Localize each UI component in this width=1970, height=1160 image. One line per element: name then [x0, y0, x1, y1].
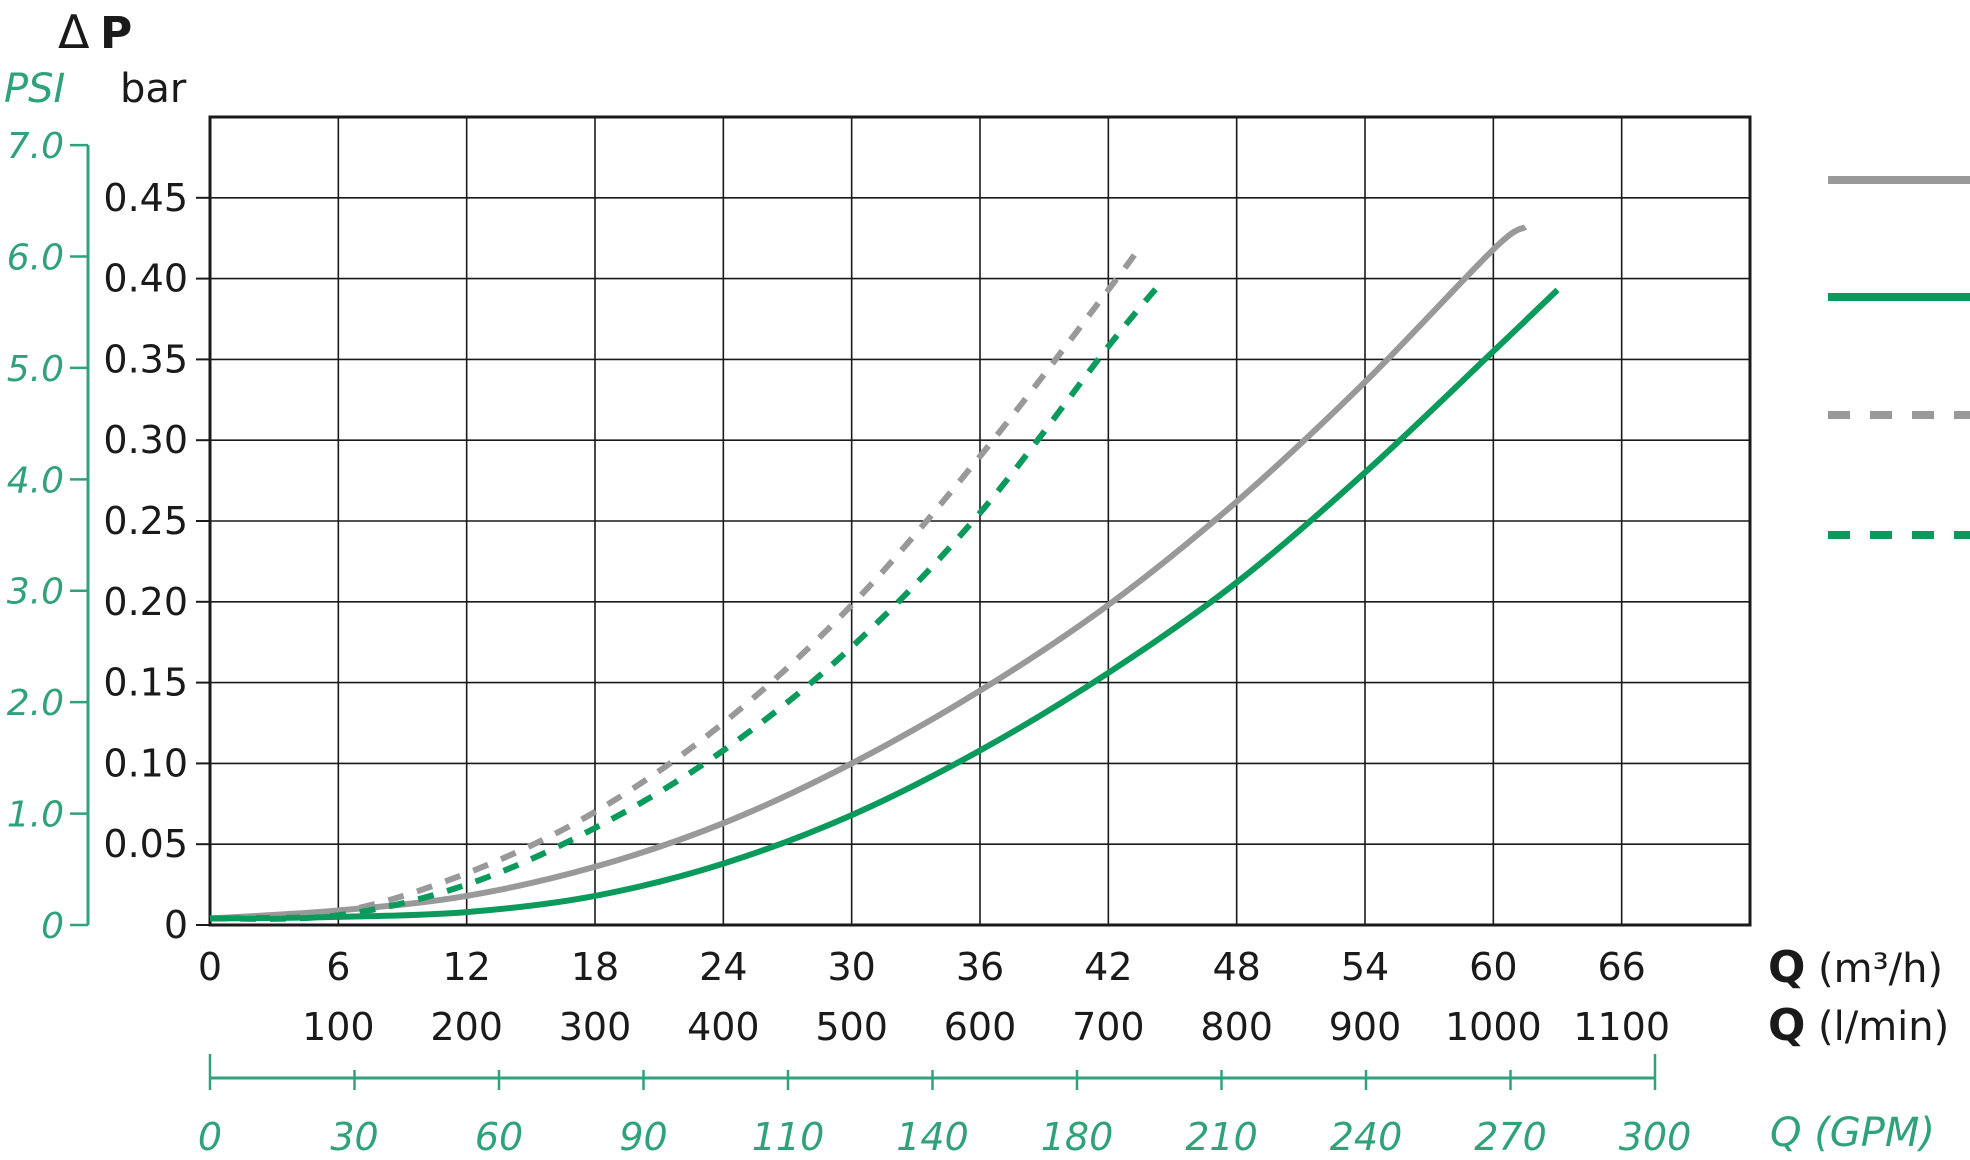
x-tick-label-lmin: 800 — [1200, 1005, 1273, 1049]
x-tick-label-lmin: 900 — [1329, 1005, 1402, 1049]
series-line-green-solid — [209, 287, 1560, 922]
x-tick-label-lmin: 500 — [815, 1005, 888, 1049]
x-tick-label-lmin: 600 — [944, 1005, 1017, 1049]
x-label-m3h-q: Q — [1768, 942, 1805, 993]
x-label-lmin: Q (l/min) — [1768, 1000, 1949, 1051]
x-label-lmin-unit: (l/min) — [1818, 1004, 1949, 1050]
x-tick-label-m3h: 60 — [1469, 945, 1517, 989]
bar-tick-label: 0.15 — [103, 661, 188, 705]
gpm-tick-label: 140 — [896, 1115, 969, 1159]
psi-unit-label: PSI — [4, 66, 65, 112]
chart-title-p: P — [100, 8, 132, 59]
x-tick-label-m3h: 48 — [1212, 945, 1260, 989]
x-tick-label-m3h: 18 — [571, 945, 619, 989]
x-tick-label-lmin: 700 — [1072, 1005, 1145, 1049]
x-tick-label-m3h: 6 — [326, 945, 350, 989]
psi-tick-label: 1.0 — [7, 795, 64, 836]
bar-tick-label: 0.40 — [103, 257, 188, 301]
psi-tick-label: 7.0 — [7, 126, 64, 167]
psi-tick-label: 0 — [41, 906, 64, 947]
x-tick-label-lmin: 400 — [687, 1005, 760, 1049]
x-tick-label-lmin: 300 — [559, 1005, 632, 1049]
psi-tick-label: 6.0 — [7, 237, 64, 278]
psi-tick-label: 4.0 — [7, 460, 64, 501]
x-tick-label-m3h: 24 — [699, 945, 747, 989]
psi-tick-label: 3.0 — [7, 572, 64, 613]
gpm-tick-label: 60 — [475, 1115, 523, 1159]
series-lines — [209, 224, 1560, 922]
legend — [1828, 176, 1970, 539]
x-tick-label-m3h: 0 — [198, 945, 222, 989]
bar-tick-label: 0.25 — [103, 499, 188, 543]
bar-tick-label: 0.20 — [103, 580, 188, 624]
x-tick-label-m3h: 12 — [442, 945, 490, 989]
x-tick-label-m3h: 30 — [827, 945, 875, 989]
series-line-green-dashed — [209, 279, 1165, 922]
gpm-scale: 0 30 60 90 110 140 180 210 240 270 300 — [198, 1054, 1691, 1159]
chart-title-delta: Δ — [58, 5, 90, 59]
bar-tick-label: 0.30 — [103, 418, 188, 462]
gpm-tick-label: 210 — [1185, 1115, 1258, 1159]
x-axis-ticks: 0 6 12 18 24 30 36 42 48 54 60 66 100 200 300 400 500 600… — [198, 945, 1670, 1049]
x-tick-label-m3h: 36 — [956, 945, 1004, 989]
bar-tick-label: 0 — [164, 903, 188, 947]
gpm-tick-label: 240 — [1330, 1115, 1403, 1159]
x-tick-label-lmin: 100 — [302, 1005, 375, 1049]
x-tick-label-m3h: 54 — [1341, 945, 1389, 989]
gpm-tick-label: 90 — [619, 1115, 667, 1159]
gpm-tick-label: 180 — [1041, 1115, 1114, 1159]
series-line-gray-solid — [209, 224, 1528, 922]
grid-lines — [210, 117, 1750, 925]
psi-scale: 0 1.0 2.0 3.0 4.0 5.0 6.0 7.0 — [7, 126, 90, 947]
psi-tick-label: 5.0 — [7, 349, 64, 390]
x-tick-label-m3h: 42 — [1084, 945, 1132, 989]
x-tick-label-lmin: 1000 — [1445, 1005, 1542, 1049]
bar-axis-ticks: 0 0.05 0.10 0.15 0.20 0.25 0.30 0.35 0.40 0.45 — [103, 176, 210, 947]
series-line-gray-dashed — [209, 244, 1143, 922]
bar-tick-label: 0.05 — [103, 822, 188, 866]
gpm-tick-label: 300 — [1619, 1115, 1692, 1159]
psi-tick-label: 2.0 — [7, 683, 64, 724]
x-label-m3h: Q (m³/h) — [1768, 942, 1943, 993]
gpm-axis-label: Q (GPM) — [1770, 1110, 1935, 1156]
bar-tick-label: 0.45 — [103, 176, 188, 220]
gpm-tick-label: 30 — [330, 1115, 378, 1159]
gpm-tick-label: 110 — [752, 1115, 825, 1159]
bar-tick-label: 0.35 — [103, 337, 188, 381]
bar-tick-label: 0.10 — [103, 741, 188, 785]
x-label-m3h-unit: (m³/h) — [1818, 946, 1943, 992]
bar-unit-label: bar — [120, 66, 187, 112]
gpm-tick-label: 270 — [1474, 1115, 1547, 1159]
gpm-tick-label: 0 — [198, 1115, 222, 1159]
x-tick-label-m3h: 66 — [1597, 945, 1645, 989]
x-label-lmin-q: Q — [1768, 1000, 1805, 1051]
x-tick-label-lmin: 1100 — [1573, 1005, 1670, 1049]
x-tick-label-lmin: 200 — [430, 1005, 503, 1049]
